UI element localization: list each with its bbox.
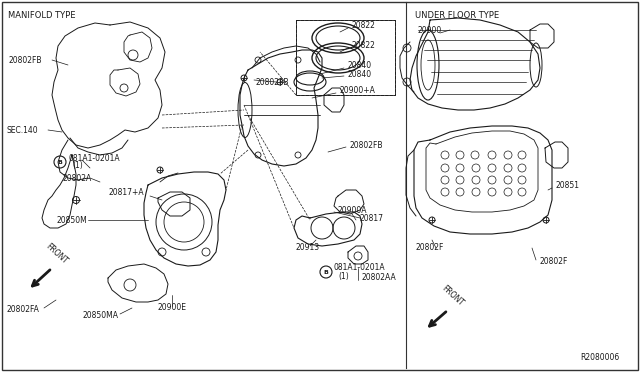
Text: R2080006: R2080006 [580, 353, 620, 362]
Text: 20802AA: 20802AA [362, 273, 397, 282]
Text: 20802F: 20802F [416, 244, 444, 253]
Text: UNDER FLOOR TYPE: UNDER FLOOR TYPE [415, 10, 499, 19]
Text: 20900E: 20900E [158, 304, 187, 312]
Text: 20822: 20822 [352, 41, 376, 49]
Text: 20900+A: 20900+A [340, 86, 376, 94]
Text: 20840: 20840 [348, 61, 372, 70]
Text: 20802F: 20802F [540, 257, 568, 266]
Text: 20900: 20900 [418, 26, 442, 35]
Text: 20913: 20913 [296, 244, 320, 253]
Text: MANIFOLD TYPE: MANIFOLD TYPE [8, 10, 76, 19]
Text: 20802FB: 20802FB [8, 55, 42, 64]
Text: 081A1-0201A: 081A1-0201A [334, 263, 386, 273]
Text: 20840: 20840 [348, 70, 372, 78]
Text: SEC.140: SEC.140 [6, 125, 38, 135]
Text: B: B [324, 269, 328, 275]
Text: 081A1-0201A: 081A1-0201A [68, 154, 120, 163]
Text: FRONT: FRONT [440, 284, 465, 308]
Text: 20851: 20851 [556, 180, 580, 189]
Text: 20850MA: 20850MA [82, 311, 118, 321]
Text: 20802FA: 20802FA [6, 305, 39, 314]
Text: 20802A: 20802A [62, 173, 92, 183]
Text: FRONT: FRONT [44, 242, 69, 266]
Text: 20817+A: 20817+A [108, 187, 143, 196]
Text: 20900A: 20900A [338, 205, 367, 215]
Text: 20802FB: 20802FB [256, 77, 289, 87]
Text: 20802FB: 20802FB [350, 141, 383, 150]
Text: B: B [58, 160, 63, 164]
Text: 20817: 20817 [360, 214, 384, 222]
Text: (1): (1) [72, 160, 83, 170]
Text: 20850M: 20850M [56, 215, 87, 224]
Text: (1): (1) [338, 272, 349, 280]
Text: 20822: 20822 [352, 20, 376, 29]
